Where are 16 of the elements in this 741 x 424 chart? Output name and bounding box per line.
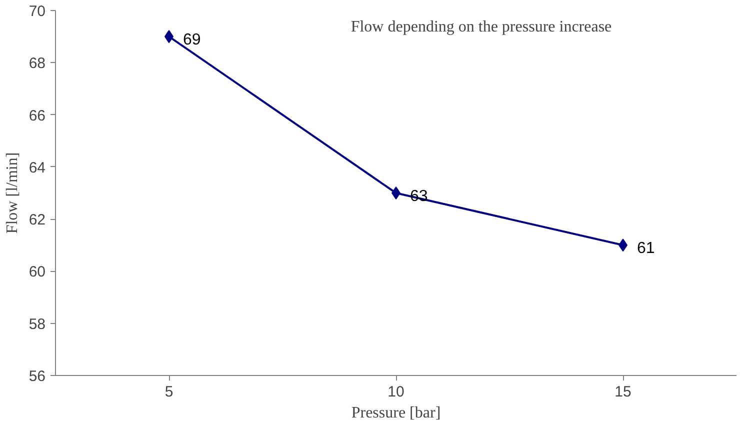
- x-tick-label: 10: [388, 384, 404, 400]
- data-label: 69: [183, 32, 201, 49]
- y-tick-label: 70: [28, 3, 46, 20]
- y-tick-label: 66: [28, 107, 46, 124]
- data-label: 61: [637, 240, 655, 258]
- x-tick-label: 5: [164, 384, 174, 400]
- x-tick-label: 15: [614, 384, 632, 400]
- text: Flow depending on the pressure increase: [350, 18, 612, 36]
- y-axis-title: Flow [l/min]: [4, 152, 21, 234]
- y-tick-label: 58: [28, 316, 46, 333]
- y-tick-label: 68: [28, 55, 46, 72]
- y-tick-label: 62: [28, 212, 46, 229]
- y-tick-label: 64: [28, 159, 46, 176]
- y-tick-label: 60: [28, 264, 46, 281]
- y-tick-label: 56: [28, 368, 46, 385]
- x-axis-title: Pressure [bar]: [351, 404, 441, 422]
